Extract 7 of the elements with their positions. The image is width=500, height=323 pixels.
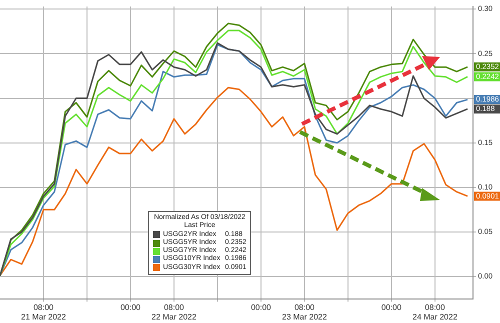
x-tick-label: 08:00 21 Mar 2022 xyxy=(21,302,66,322)
x-tick-label: 00:00 xyxy=(120,302,142,312)
x-tick-label: 00:00 xyxy=(250,302,272,312)
x-tick-label: 00:00 xyxy=(381,302,402,312)
x-tick-label: 08:00 24 Mar 2022 xyxy=(412,302,458,322)
x-tick-label: 08:00 22 Mar 2022 xyxy=(152,302,197,322)
x-tick-label: 08:00 23 Mar 2022 xyxy=(282,302,328,322)
